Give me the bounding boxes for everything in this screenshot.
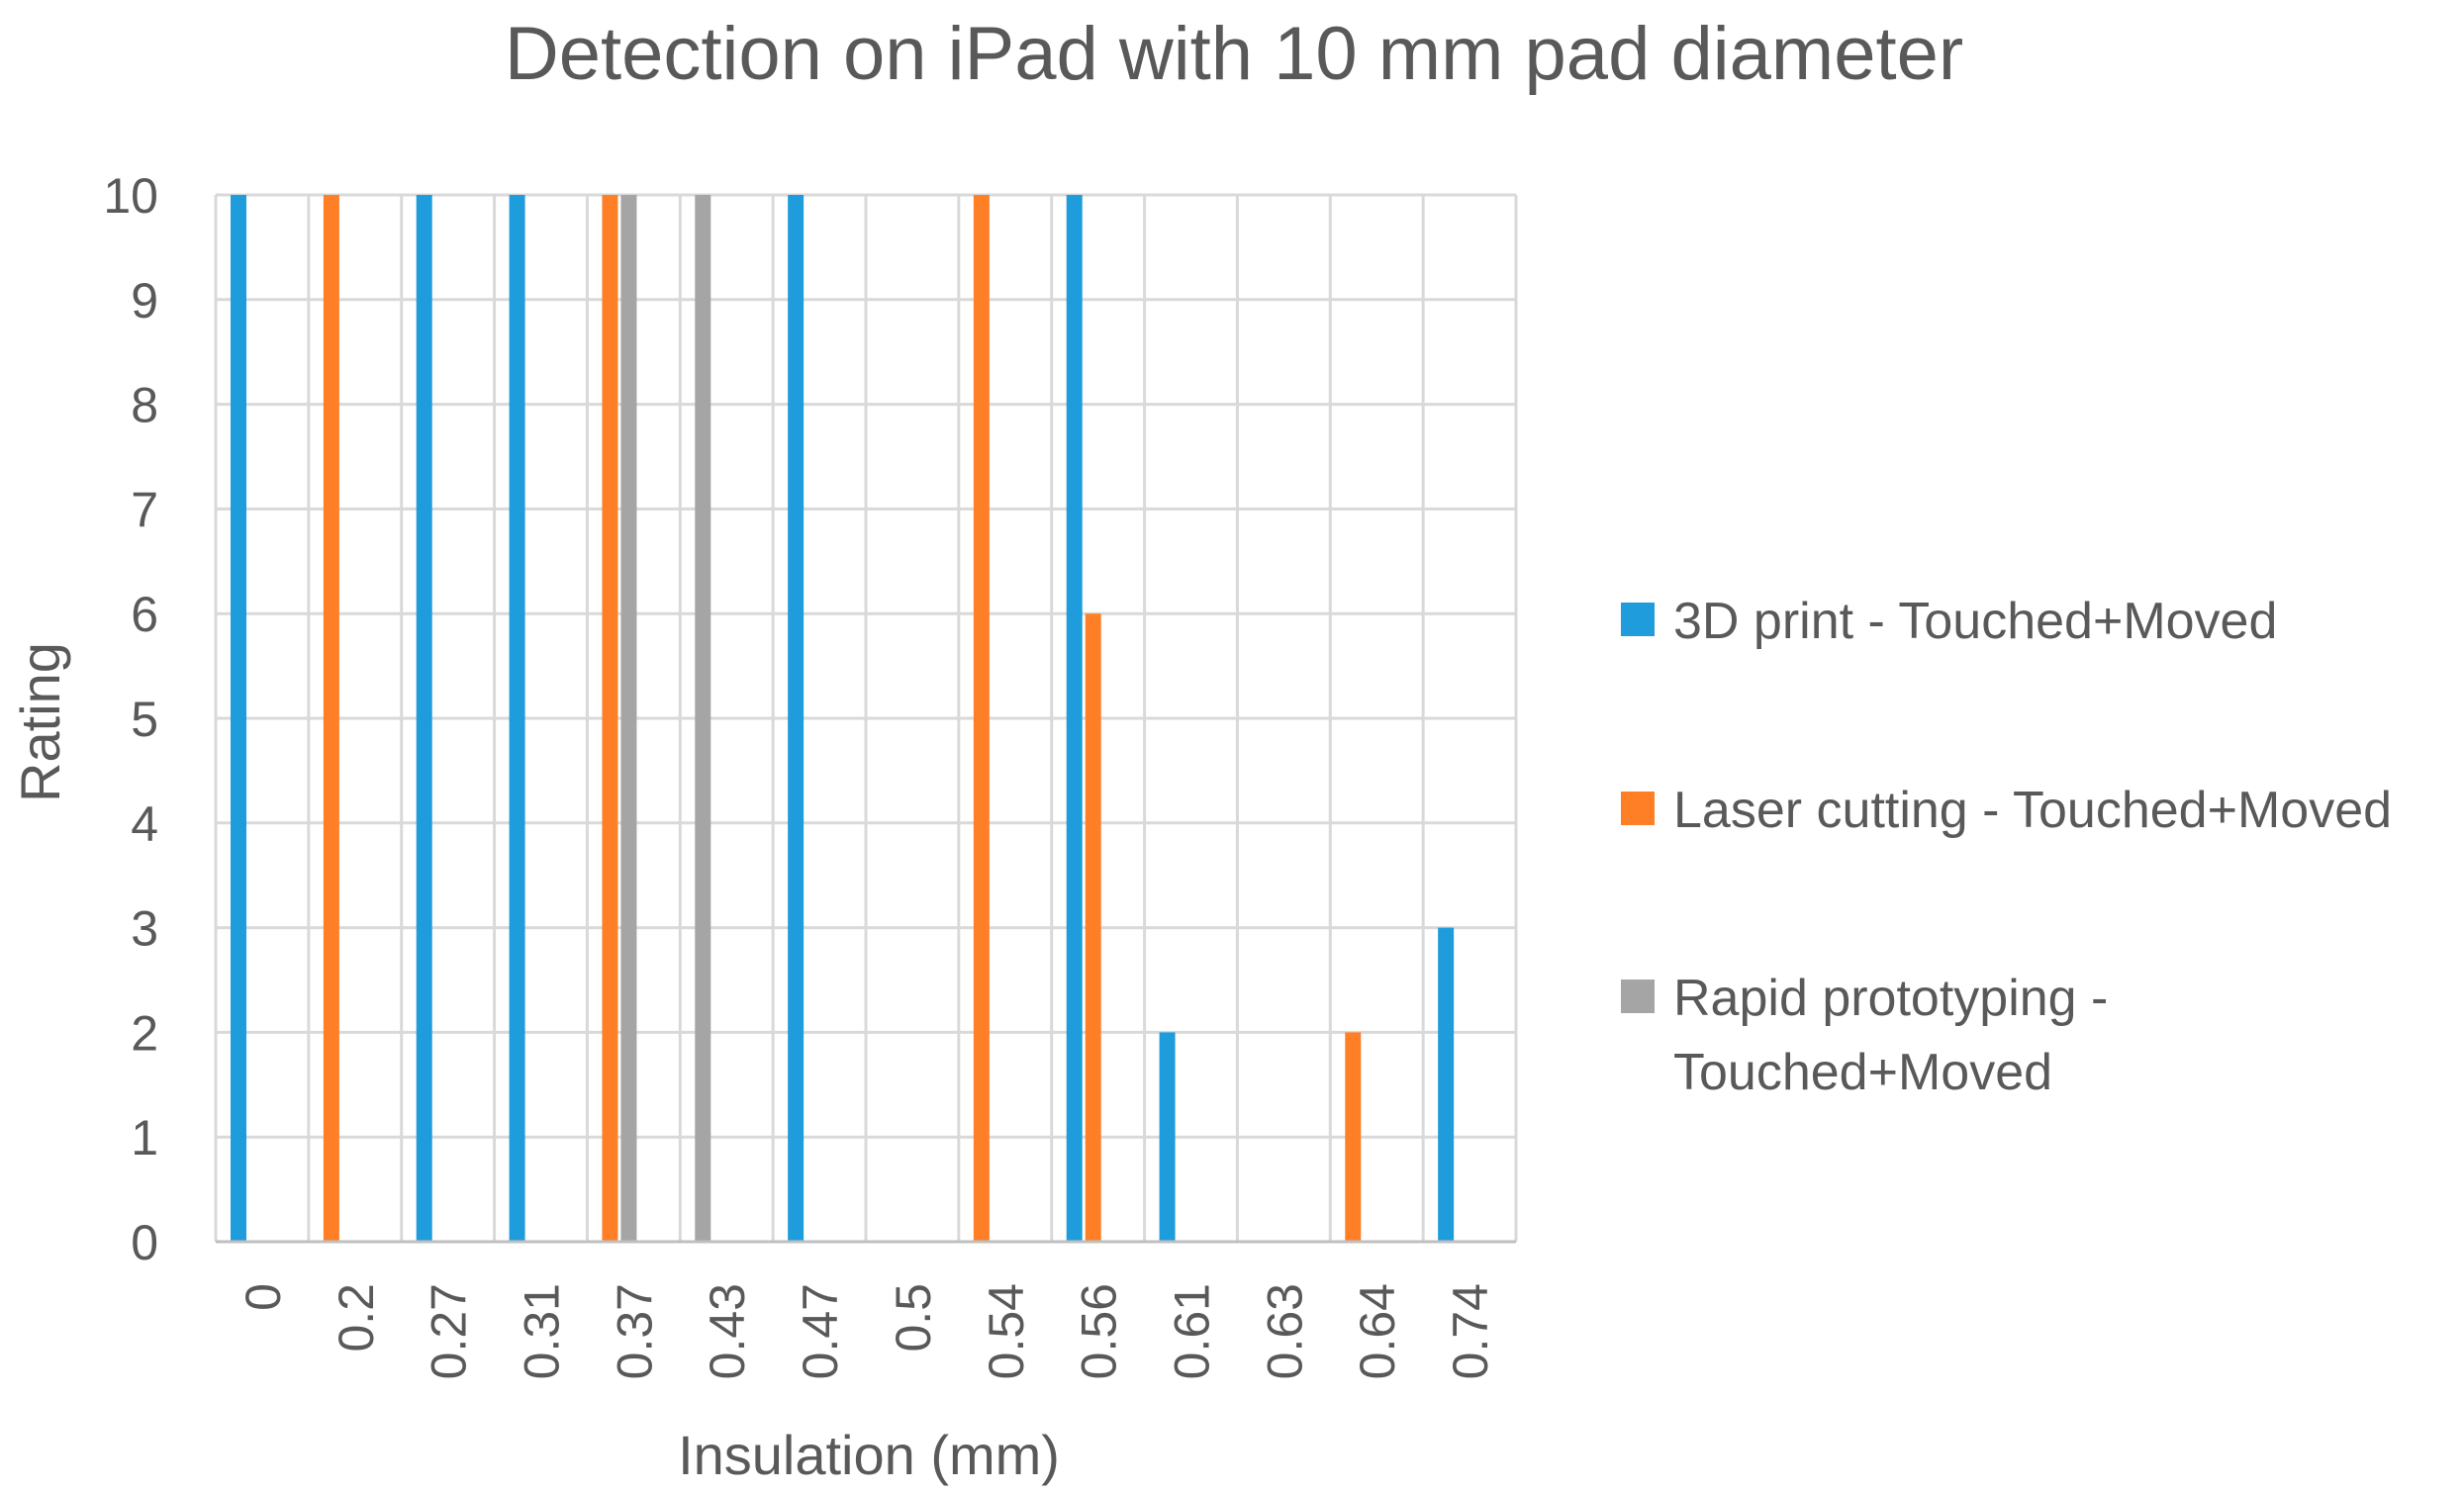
legend-label-3: Touched+Moved: [1673, 1044, 2052, 1101]
bar-series-1-cat-10: [1159, 1032, 1176, 1242]
x-tick-label: 0.27: [422, 1283, 477, 1379]
bar-series-1-cat-6: [788, 195, 805, 1242]
x-tick-label: 0.43: [700, 1283, 755, 1379]
y-tick-label: 7: [131, 482, 158, 537]
bar-series-1-cat-2: [416, 195, 432, 1242]
chart-title: Detection on iPad with 10 mm pad diamete…: [505, 12, 1963, 96]
bar-series-2-cat-8: [973, 195, 990, 1242]
y-tick-label: 4: [131, 796, 158, 852]
bar-series-2-cat-4: [602, 195, 618, 1242]
y-tick-label: 1: [131, 1110, 158, 1166]
legend: 3D print - Touched+Moved Laser cutting - …: [1621, 593, 2392, 1101]
legend-swatch-3: [1621, 980, 1655, 1013]
legend-label-3: Rapid prototyping -: [1673, 970, 2108, 1027]
legend-swatch-1: [1621, 603, 1655, 636]
legend-swatch-2: [1621, 792, 1655, 825]
axes: 0 1 2 3 4 5 6 7 8 9 10 0 0.2 0.27 0.31 0.37 0.43 0.47 0.5 0…: [103, 168, 1516, 1379]
x-axis-title: Insulation (mm): [678, 1424, 1060, 1486]
x-tick-label: 0.56: [1072, 1283, 1127, 1379]
bar-series-2-cat-12: [1345, 1032, 1362, 1242]
bar-series-1-cat-9: [1066, 195, 1083, 1242]
gridlines: [214, 193, 1518, 1242]
y-axis-title: Rating: [9, 642, 71, 802]
legend-label-2: Laser cutting - Touched+Moved: [1673, 782, 2392, 839]
y-tick-label: 5: [131, 692, 158, 747]
x-tick-label: 0.54: [979, 1283, 1034, 1379]
x-tick-label: 0.74: [1443, 1283, 1498, 1379]
bar-series-3-cat-5: [695, 195, 711, 1242]
x-tick-label: 0.47: [793, 1283, 848, 1379]
x-tick-label: 0.61: [1165, 1283, 1220, 1379]
y-tick-label: 9: [131, 273, 158, 328]
y-tick-label: 0: [131, 1215, 158, 1270]
x-tick-label: 0.63: [1257, 1283, 1312, 1379]
bar-series-1-cat-3: [509, 195, 525, 1242]
x-tick-label: 0.2: [329, 1283, 384, 1353]
x-tick-label: 0.31: [515, 1283, 570, 1379]
bar-series-2-cat-1: [323, 195, 339, 1242]
bar-series-2-cat-9: [1085, 613, 1101, 1242]
x-tick-label: 0.5: [886, 1283, 941, 1353]
y-tick-label: 6: [131, 587, 158, 642]
y-tick-label: 8: [131, 378, 158, 433]
x-tick-label: 0.37: [607, 1283, 662, 1379]
y-tick-label: 10: [103, 168, 158, 224]
y-tick-label: 3: [131, 901, 158, 957]
y-tick-label: 2: [131, 1005, 158, 1061]
bars: [231, 195, 1455, 1242]
x-tick-label: 0.64: [1350, 1283, 1405, 1379]
bar-series-1-cat-13: [1438, 927, 1455, 1242]
bar-series-3-cat-4: [620, 195, 637, 1242]
bar-series-1-cat-0: [231, 195, 246, 1242]
legend-label-1: 3D print - Touched+Moved: [1673, 593, 2277, 650]
x-tick-label: 0: [236, 1283, 291, 1311]
